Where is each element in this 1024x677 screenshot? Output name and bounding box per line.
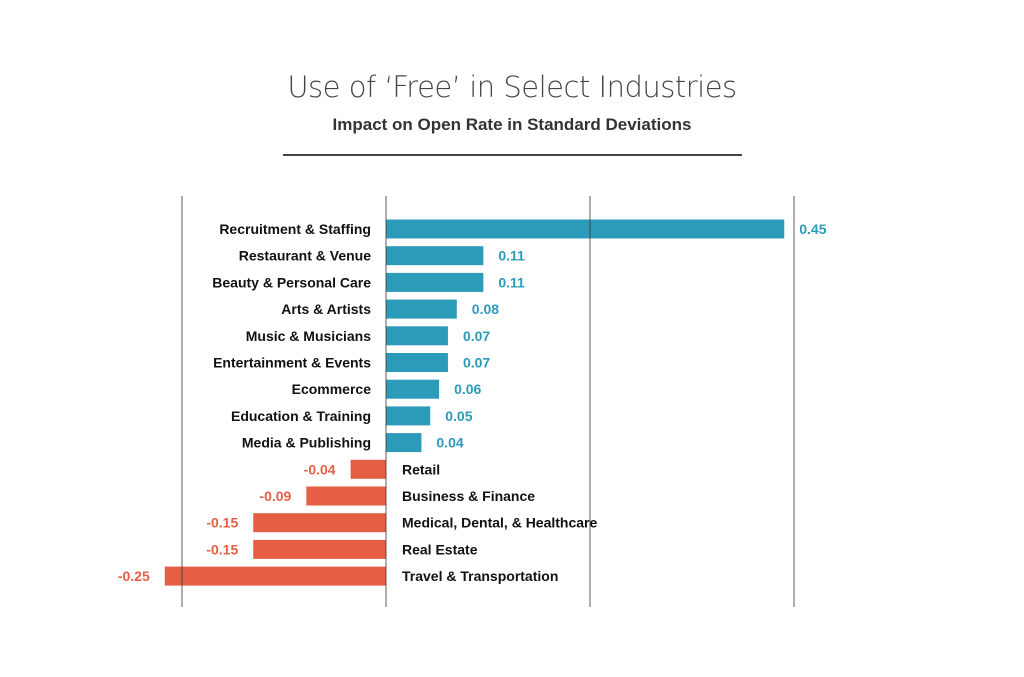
chart-subtitle: Impact on Open Rate in Standard Deviatio… xyxy=(332,115,692,134)
category-label: Media & Publishing xyxy=(242,435,371,451)
value-label: 0.05 xyxy=(445,408,472,424)
category-label: Medical, Dental, & Healthcare xyxy=(402,515,598,531)
bar xyxy=(386,379,440,399)
bar xyxy=(386,326,448,346)
value-label: -0.15 xyxy=(206,541,238,557)
bar xyxy=(386,219,785,239)
category-label: Beauty & Personal Care xyxy=(212,274,371,290)
value-label: -0.25 xyxy=(118,568,150,584)
value-label: 0.07 xyxy=(463,355,490,371)
category-label: Restaurant & Venue xyxy=(239,248,371,264)
bar xyxy=(386,353,448,372)
bar xyxy=(253,513,386,533)
bar xyxy=(350,459,386,479)
category-label: Real Estate xyxy=(402,541,478,557)
value-label: 0.07 xyxy=(463,328,490,344)
category-label: Entertainment & Events xyxy=(213,355,371,371)
category-label: Travel & Transportation xyxy=(402,568,558,584)
value-label: 0.11 xyxy=(498,274,525,290)
bar xyxy=(253,539,386,559)
value-label: -0.04 xyxy=(304,461,336,477)
value-label: -0.09 xyxy=(259,488,291,504)
bar xyxy=(306,486,386,506)
bar xyxy=(386,299,457,319)
category-label: Education & Training xyxy=(231,408,371,424)
bar xyxy=(164,566,386,586)
bar xyxy=(386,406,431,426)
chart-title: Use of ‘Free’ in Select Industries xyxy=(287,70,737,104)
value-label: 0.06 xyxy=(454,381,481,397)
category-label: Business & Finance xyxy=(402,488,535,504)
category-label: Recruitment & Staffing xyxy=(219,221,371,237)
category-label: Ecommerce xyxy=(292,381,372,397)
category-label: Retail xyxy=(402,461,440,477)
value-label: 0.04 xyxy=(436,435,463,451)
value-label: 0.45 xyxy=(799,221,826,237)
value-label: 0.11 xyxy=(498,248,525,264)
category-label: Music & Musicians xyxy=(246,328,371,344)
category-label: Arts & Artists xyxy=(281,301,371,317)
value-label: -0.15 xyxy=(206,515,238,531)
bar xyxy=(386,246,484,266)
value-label: 0.08 xyxy=(472,301,499,317)
bar xyxy=(386,272,484,292)
title-divider xyxy=(283,154,742,156)
bar xyxy=(386,433,422,453)
